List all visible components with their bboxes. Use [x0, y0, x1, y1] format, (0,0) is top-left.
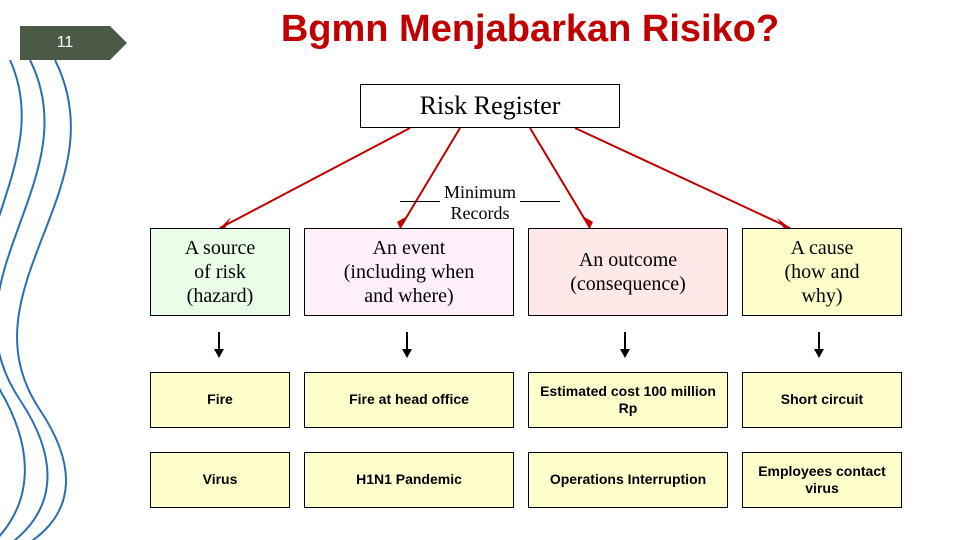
example-row-2: Virus H1N1 Pandemic Operations Interrupt… — [150, 452, 910, 508]
arrow-col3 — [624, 332, 626, 356]
arrow-col2 — [406, 332, 408, 356]
table-cell: Operations Interruption — [528, 452, 728, 508]
slide-number-badge: 11 — [20, 26, 110, 60]
slide-title: Bgmn Menjabarkan Risiko? — [0, 8, 960, 51]
risk-register-box: Risk Register — [360, 84, 620, 128]
table-cell: Fire at head office — [304, 372, 514, 428]
header-source: A source of risk (hazard) — [150, 228, 290, 316]
example-row-1: Fire Fire at head office Estimated cost … — [150, 372, 910, 428]
arrow-col1 — [218, 332, 220, 356]
header-outcome: An outcome (consequence) — [528, 228, 728, 316]
table-cell: Employees contact virus — [742, 452, 902, 508]
minimum-records-label: Minimum Records — [0, 182, 960, 224]
risk-register-label: Risk Register — [420, 91, 561, 121]
table-cell: H1N1 Pandemic — [304, 452, 514, 508]
header-event: An event (including when and where) — [304, 228, 514, 316]
header-row: A source of risk (hazard) An event (incl… — [150, 228, 910, 316]
slide-number: 11 — [57, 34, 74, 52]
table-cell: Fire — [150, 372, 290, 428]
table-cell: Virus — [150, 452, 290, 508]
arrow-col4 — [818, 332, 820, 356]
table-cell: Estimated cost 100 million Rp — [528, 372, 728, 428]
header-cause: A cause (how and why) — [742, 228, 902, 316]
table-cell: Short circuit — [742, 372, 902, 428]
